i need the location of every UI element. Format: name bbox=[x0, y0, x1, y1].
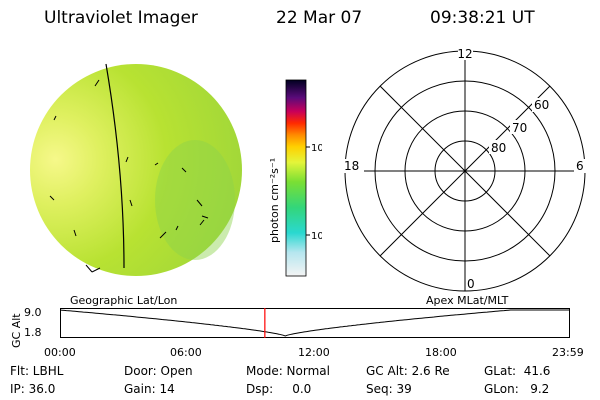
mlt-label-6: 6 bbox=[576, 159, 584, 173]
x-tick-1200: 12:00 bbox=[298, 346, 330, 359]
colorbar-tick-10: 10 bbox=[311, 231, 322, 242]
info-door: Door: Open bbox=[124, 364, 193, 378]
timeline-y-max: 9.0 bbox=[24, 306, 42, 319]
x-tick-1800: 18:00 bbox=[425, 346, 457, 359]
colorbar-gradient bbox=[285, 79, 307, 277]
timeline-y-axis-label: GC Alt bbox=[10, 313, 23, 348]
x-tick-0600: 06:00 bbox=[170, 346, 202, 359]
instrument-title: Ultraviolet Imager bbox=[44, 8, 198, 28]
info-ip: IP: 36.0 bbox=[10, 382, 56, 396]
timeline-left-label: Geographic Lat/Lon bbox=[70, 294, 178, 307]
info-gain: Gain: 14 bbox=[124, 382, 175, 396]
info-glon: GLon: 9.2 bbox=[484, 382, 550, 396]
altitude-curve bbox=[60, 309, 570, 337]
mlt-label-18: 18 bbox=[344, 159, 359, 173]
mlt-label-0: 0 bbox=[467, 277, 475, 291]
earth-disk bbox=[30, 64, 242, 276]
lat-label-60: 60 bbox=[534, 98, 549, 112]
info-mode: Mode: Normal bbox=[246, 364, 330, 378]
coastline-fragments bbox=[49, 79, 209, 273]
x-tick-0000: 00:00 bbox=[44, 346, 76, 359]
disk-dark-region bbox=[155, 140, 235, 260]
lat-label-80: 80 bbox=[491, 141, 506, 155]
altitude-timeline bbox=[60, 308, 570, 338]
uv-image-panel bbox=[30, 63, 242, 276]
x-tick-2359: 23:59 bbox=[552, 346, 584, 359]
mlt-label-12: 12 bbox=[457, 47, 472, 61]
colorbar-tick-100: 100 bbox=[311, 143, 322, 154]
info-gc-alt: GC Alt: 2.6 Re bbox=[366, 364, 450, 378]
info-glat: GLat: 41.6 bbox=[484, 364, 551, 378]
colorbar-unit-label: photon cm⁻²s⁻¹ bbox=[268, 158, 281, 243]
timeline-right-label: Apex MLat/MLT bbox=[426, 294, 509, 307]
lat-label-70: 70 bbox=[512, 121, 527, 135]
polar-plot: 12 18 6 0 60 70 80 bbox=[342, 47, 588, 292]
timeline-frame bbox=[60, 308, 570, 338]
colorbar: 100 10 photon cm⁻²s⁻¹ bbox=[268, 79, 322, 277]
info-dsp: Dsp: 0.0 bbox=[246, 382, 312, 396]
date-label: 22 Mar 07 bbox=[276, 8, 363, 28]
info-seq: Seq: 39 bbox=[366, 382, 412, 396]
info-filter: Flt: LBHL bbox=[10, 364, 64, 378]
terminator-line bbox=[105, 63, 125, 269]
timeline-y-min: 1.8 bbox=[24, 326, 42, 339]
time-label: 09:38:21 UT bbox=[430, 8, 535, 28]
